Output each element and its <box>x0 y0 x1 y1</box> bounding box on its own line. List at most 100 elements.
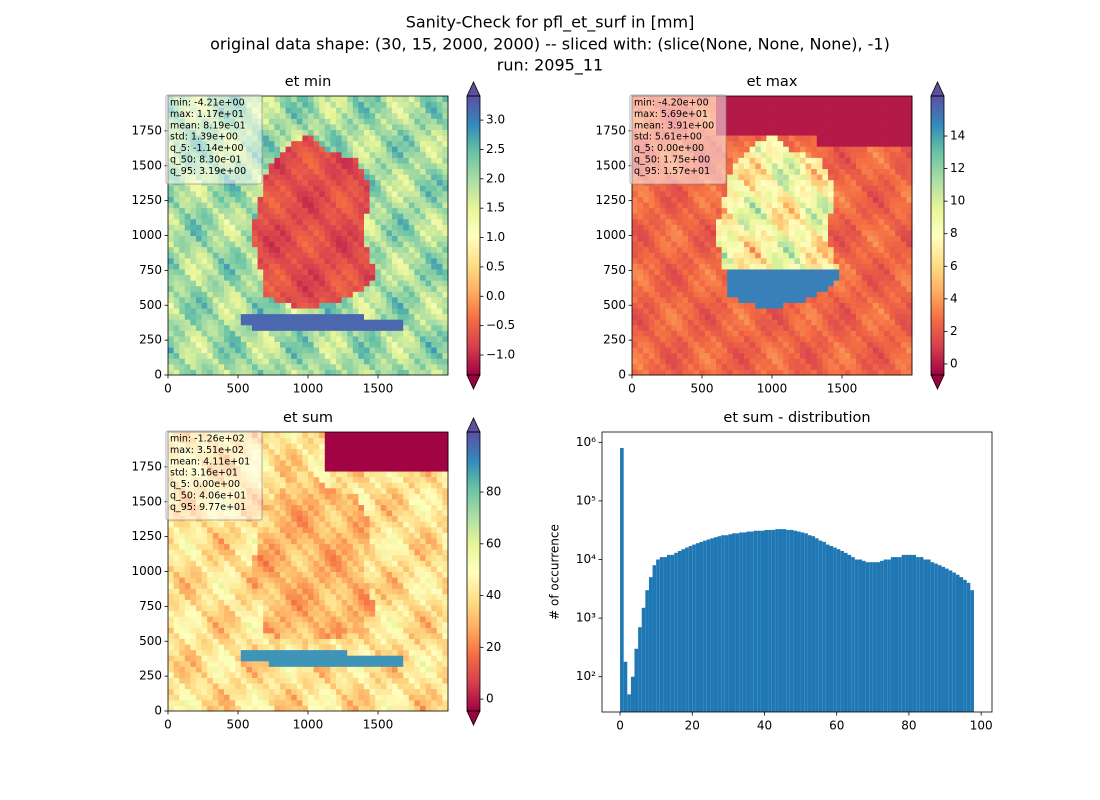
heatmap-cell <box>442 319 449 326</box>
heatmap-cell <box>431 135 438 142</box>
heatmap-cell <box>240 313 247 320</box>
heatmap-cell <box>257 185 264 192</box>
heatmap-cell <box>352 174 359 181</box>
heatmap-cell <box>889 196 896 203</box>
heatmap-cell <box>637 213 644 220</box>
heatmap-cell <box>386 363 393 370</box>
heatmap-cell <box>833 190 840 197</box>
heatmap-cell <box>291 263 298 270</box>
heatmap-cell <box>766 190 773 197</box>
heatmap-cell <box>380 352 387 359</box>
heatmap-cell <box>794 190 801 197</box>
heatmap-cell <box>788 118 795 125</box>
heatmap-cell <box>867 118 874 125</box>
heatmap-cell <box>693 257 700 264</box>
heatmap-cell <box>375 358 382 365</box>
heatmap-cell <box>727 213 734 220</box>
heatmap-cell <box>856 118 863 125</box>
heatmap-cell <box>280 151 287 158</box>
heatmap-cell <box>805 162 812 170</box>
heatmap-cell <box>794 280 801 287</box>
heatmap-cell <box>436 246 443 253</box>
heatmap-cell <box>285 190 292 197</box>
heatmap-cell <box>872 196 879 203</box>
heatmap-cell <box>895 363 902 370</box>
heatmap-cell <box>760 241 767 248</box>
heatmap-cell <box>850 252 857 259</box>
heatmap-cell <box>822 313 829 320</box>
heatmap-cell <box>688 313 695 320</box>
heatmap-cell <box>352 313 359 320</box>
heatmap-cell <box>805 140 812 147</box>
heatmap-cell <box>296 263 303 270</box>
heatmap-cell <box>816 302 823 309</box>
heatmap-cell <box>380 174 387 181</box>
heatmap-cell <box>358 347 365 354</box>
heatmap-cell <box>280 185 287 192</box>
heatmap-cell <box>788 341 795 348</box>
heatmap-cell <box>693 302 700 309</box>
heatmap-cell <box>280 118 287 125</box>
heatmap-cell <box>246 324 253 331</box>
heatmap-cell <box>878 341 885 348</box>
heatmap-cell <box>302 162 309 170</box>
heatmap-cell <box>822 118 829 125</box>
heatmap-cell <box>867 280 874 287</box>
heatmap-cell <box>850 319 857 326</box>
heatmap-cell <box>844 112 851 119</box>
heatmap-cell <box>744 268 751 276</box>
heatmap-cell <box>408 174 415 181</box>
heatmap-cell <box>811 335 818 343</box>
heatmap-cell <box>704 229 711 236</box>
heatmap-cell <box>364 302 371 309</box>
heatmap-cell <box>676 285 683 292</box>
heatmap-cell <box>285 369 292 376</box>
heatmap-cell <box>397 302 404 309</box>
heatmap-cell <box>425 224 432 231</box>
y-tick-label: 500 <box>139 298 162 312</box>
heatmap-cell <box>884 274 891 281</box>
heatmap-cell <box>184 252 191 259</box>
heatmap-cell <box>844 118 851 125</box>
heatmap-cell <box>889 280 896 287</box>
heatmap-cell <box>308 369 315 376</box>
heatmap-cell <box>828 123 835 130</box>
heatmap-cell <box>403 129 410 136</box>
heatmap-cell <box>375 285 382 292</box>
heatmap-cell <box>872 235 879 242</box>
heatmap-cell <box>895 168 902 175</box>
heatmap-cell <box>805 185 812 192</box>
heatmap-cell <box>212 190 219 197</box>
heatmap-cell <box>688 224 695 231</box>
heatmap-cell <box>274 207 281 214</box>
heatmap-cell <box>744 112 751 119</box>
heatmap-cell <box>291 129 298 136</box>
heatmap-cell <box>173 347 180 354</box>
heatmap-cell <box>755 291 762 298</box>
heatmap-cell <box>671 196 678 203</box>
heatmap-cell <box>442 347 449 354</box>
heatmap-cell <box>431 319 438 326</box>
heatmap-cell <box>442 296 449 303</box>
heatmap-cell <box>884 118 891 125</box>
heatmap-cell <box>716 246 723 253</box>
heatmap-cell <box>749 308 756 315</box>
heatmap-cell <box>772 268 779 276</box>
heatmap-cell <box>794 118 801 125</box>
heatmap-cell <box>302 274 309 281</box>
heatmap-cell <box>822 241 829 248</box>
heatmap-cell <box>856 263 863 270</box>
heatmap-cell <box>861 263 868 270</box>
heatmap-cell <box>805 296 812 303</box>
heatmap-cell <box>319 146 326 153</box>
heatmap-cell <box>196 313 203 320</box>
heatmap-cell <box>704 363 711 370</box>
heatmap-cell <box>207 352 214 359</box>
heatmap-cell <box>665 196 672 203</box>
heatmap-cell <box>699 313 706 320</box>
heatmap-cell <box>252 229 259 236</box>
heatmap-cell <box>313 207 320 214</box>
heatmap-cell <box>330 168 337 175</box>
heatmap-cell <box>867 274 874 281</box>
heatmap-cell <box>665 274 672 281</box>
